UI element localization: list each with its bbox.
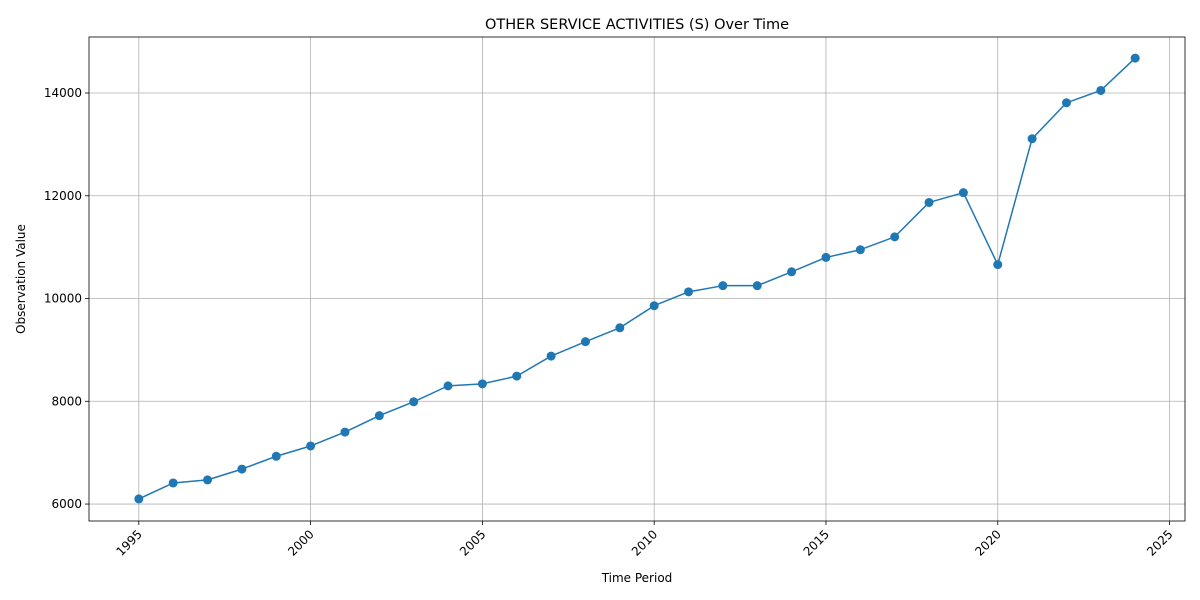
data-point bbox=[546, 351, 556, 361]
y-tick-label: 14000 bbox=[44, 86, 82, 100]
data-point bbox=[924, 197, 934, 207]
data-point bbox=[168, 478, 178, 488]
data-point bbox=[580, 337, 590, 347]
axis-ticks bbox=[85, 92, 1170, 525]
data-point bbox=[477, 379, 487, 389]
data-point bbox=[340, 427, 350, 437]
y-tick-labels: 6000 8000 10000 12000 14000 bbox=[44, 86, 82, 511]
y-tick-label: 6000 bbox=[51, 497, 82, 511]
y-axis-label: Observation Value bbox=[14, 224, 28, 334]
data-point bbox=[649, 301, 659, 311]
data-point bbox=[203, 475, 213, 485]
data-point bbox=[134, 494, 144, 504]
data-point bbox=[615, 323, 625, 333]
plot-area-frame bbox=[88, 36, 1186, 522]
data-point bbox=[1096, 85, 1106, 95]
data-point bbox=[718, 281, 728, 291]
y-tick-label: 12000 bbox=[44, 189, 82, 203]
data-point bbox=[890, 232, 900, 242]
series-layer bbox=[134, 53, 1140, 504]
data-point bbox=[271, 451, 281, 461]
data-point bbox=[306, 441, 316, 451]
data-point bbox=[958, 188, 968, 198]
data-point bbox=[752, 281, 762, 291]
data-point bbox=[409, 397, 419, 407]
data-point bbox=[684, 287, 694, 297]
x-axis-label: Time Period bbox=[601, 571, 673, 585]
data-point bbox=[237, 464, 247, 474]
y-tick-label: 8000 bbox=[51, 394, 82, 408]
data-point bbox=[512, 371, 522, 381]
data-point bbox=[821, 252, 831, 262]
y-tick-label: 10000 bbox=[44, 292, 82, 306]
data-point bbox=[993, 260, 1003, 270]
data-point bbox=[855, 245, 865, 255]
grid-lines bbox=[89, 37, 1185, 521]
chart-title: OTHER SERVICE ACTIVITIES (S) Over Time bbox=[485, 17, 789, 33]
data-point bbox=[443, 381, 453, 391]
data-point bbox=[1027, 134, 1037, 144]
data-point bbox=[1130, 53, 1140, 63]
data-point bbox=[1061, 98, 1071, 108]
series-line bbox=[138, 57, 1136, 500]
data-point bbox=[787, 267, 797, 277]
data-point bbox=[374, 411, 384, 421]
